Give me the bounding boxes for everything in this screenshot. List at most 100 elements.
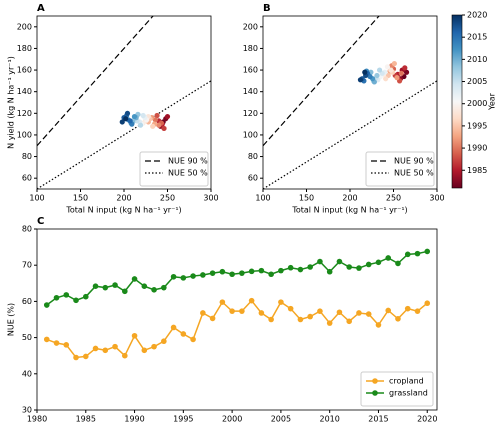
marker xyxy=(200,272,206,278)
marker xyxy=(346,264,352,270)
marker xyxy=(395,315,401,322)
marker xyxy=(190,273,196,279)
y-tick-label: 60 xyxy=(22,297,32,306)
marker xyxy=(170,273,177,280)
x-tick-label: 2000 xyxy=(222,415,242,424)
marker xyxy=(53,294,60,301)
panel-label: C xyxy=(37,216,44,227)
marker xyxy=(414,250,421,257)
marker xyxy=(131,276,138,282)
axes-frame xyxy=(36,15,212,190)
legend-label: grassland xyxy=(389,389,428,398)
axes-frame xyxy=(262,15,438,190)
marker xyxy=(190,336,196,343)
series-line xyxy=(46,250,428,306)
y-tick-label: 70 xyxy=(22,261,32,270)
colorbar-tick-label: 1990 xyxy=(467,144,487,153)
marker xyxy=(297,266,304,273)
legend-label: NUE 90 % xyxy=(394,157,434,166)
marker xyxy=(92,345,99,352)
legend-label: NUE 90 % xyxy=(168,157,208,166)
marker xyxy=(307,313,313,320)
point xyxy=(403,69,410,75)
colorbar xyxy=(451,14,463,189)
series-line xyxy=(46,299,428,359)
marker xyxy=(63,342,70,348)
x-tick-label: 250 xyxy=(160,194,175,203)
marker xyxy=(356,265,362,271)
reference-line xyxy=(263,80,437,189)
marker xyxy=(161,338,167,345)
marker xyxy=(92,283,99,289)
y-tick-label: 120 xyxy=(17,109,32,118)
point xyxy=(384,64,391,70)
colorbar-tick-label: 2020 xyxy=(467,11,487,20)
y-tick-label: 80 xyxy=(22,152,32,161)
marker xyxy=(209,315,216,322)
point xyxy=(137,122,144,128)
point xyxy=(391,60,397,67)
legend-marker xyxy=(372,378,378,384)
marker xyxy=(326,268,333,275)
marker xyxy=(122,352,128,359)
x-tick-label: 2005 xyxy=(271,415,291,424)
marker xyxy=(385,255,392,261)
point xyxy=(154,112,160,119)
y-tick-label: 160 xyxy=(17,66,32,75)
marker xyxy=(141,283,148,289)
point xyxy=(161,125,167,132)
marker xyxy=(219,268,226,275)
colorbar-tick-label: 1995 xyxy=(467,121,487,130)
point xyxy=(398,70,404,76)
x-tick-label: 2015 xyxy=(368,415,388,424)
marker xyxy=(73,297,79,304)
marker xyxy=(248,297,255,304)
x-tick-label: 300 xyxy=(429,194,444,203)
panel-label: A xyxy=(37,3,45,14)
point xyxy=(131,113,138,120)
x-tick-label: 1985 xyxy=(76,415,96,424)
marker xyxy=(151,343,157,350)
marker xyxy=(326,320,333,326)
marker xyxy=(375,259,382,266)
marker xyxy=(229,271,235,278)
colorbar-tick-label: 1985 xyxy=(467,166,487,175)
marker xyxy=(102,347,109,354)
y-tick-label: 60 xyxy=(248,174,258,183)
legend-label: cropland xyxy=(389,377,424,386)
marker xyxy=(346,318,352,325)
marker xyxy=(317,308,323,314)
y-tick-label: 120 xyxy=(243,109,258,118)
colorbar-tick-label: 2010 xyxy=(467,55,487,64)
marker xyxy=(404,251,411,258)
marker xyxy=(297,316,304,323)
y-tick-label: 80 xyxy=(248,152,258,161)
axes-frame xyxy=(36,228,438,411)
marker xyxy=(180,331,187,337)
marker xyxy=(336,309,343,316)
point xyxy=(357,77,364,83)
marker xyxy=(268,316,274,323)
marker xyxy=(268,271,274,278)
marker xyxy=(112,343,118,350)
y-tick-label: 180 xyxy=(17,44,32,53)
y-axis-label: N yield (kg N ha⁻¹ yr⁻¹) xyxy=(7,56,16,149)
marker xyxy=(365,311,372,317)
point xyxy=(140,112,146,119)
y-tick-label: 200 xyxy=(17,22,32,31)
marker xyxy=(365,261,372,268)
marker xyxy=(424,248,431,255)
reference-line xyxy=(37,16,154,147)
marker xyxy=(219,299,226,305)
point xyxy=(127,118,133,124)
point xyxy=(374,72,380,79)
legend-label: NUE 50 % xyxy=(168,169,208,178)
marker xyxy=(248,268,255,275)
marker xyxy=(53,340,60,346)
legend-marker xyxy=(372,390,378,396)
y-tick-label: 140 xyxy=(243,87,258,96)
x-tick-label: 2020 xyxy=(417,415,437,424)
x-tick-label: 100 xyxy=(255,194,270,203)
point xyxy=(156,122,162,128)
